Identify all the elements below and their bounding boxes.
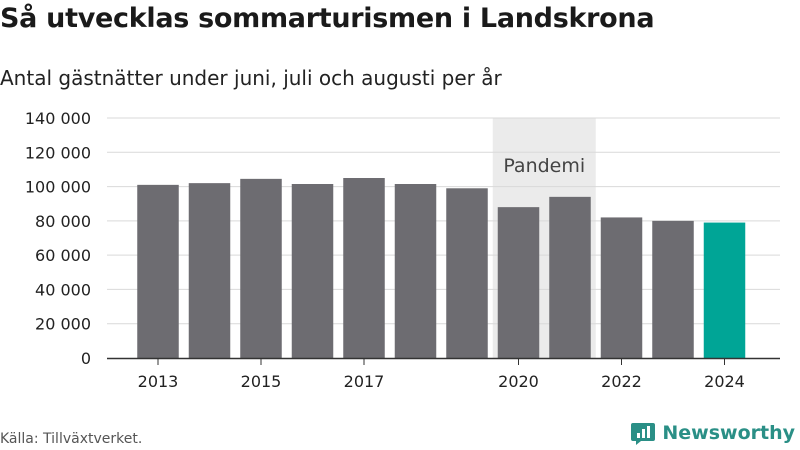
x-tick-label: 2015 xyxy=(241,372,282,391)
bar xyxy=(703,222,746,358)
pandemic-label: Pandemi xyxy=(503,155,585,177)
brand-logo: Newsworthy xyxy=(630,420,795,446)
y-tick-label: 20 000 xyxy=(35,315,91,334)
y-tick-label: 140 000 xyxy=(25,109,91,128)
x-tick-label: 2022 xyxy=(601,372,642,391)
brand-name: Newsworthy xyxy=(662,422,795,444)
source-note: Källa: Tillväxtverket. xyxy=(0,431,143,447)
bar xyxy=(446,188,488,358)
bar xyxy=(240,178,282,358)
bar xyxy=(188,183,231,358)
chart-subtitle: Antal gästnätter under juni, juli och au… xyxy=(0,66,502,90)
bar xyxy=(549,196,591,358)
y-tick-label: 40 000 xyxy=(35,280,91,299)
newsworthy-icon xyxy=(631,423,656,445)
y-tick-label: 60 000 xyxy=(35,246,91,265)
y-tick-label: 120 000 xyxy=(25,143,91,162)
x-tick-label: 2013 xyxy=(138,372,179,391)
bar xyxy=(652,220,694,358)
x-tick-label: 2017 xyxy=(344,372,385,391)
y-tick-label: 80 000 xyxy=(35,212,91,231)
bar xyxy=(394,184,437,358)
chart-title: Så utvecklas sommarturismen i Landskrona xyxy=(0,3,655,34)
y-tick-label: 100 000 xyxy=(25,178,91,197)
bar xyxy=(137,184,179,358)
x-tick-label: 2024 xyxy=(704,372,745,391)
bar xyxy=(497,207,540,358)
bar xyxy=(291,184,334,358)
bar xyxy=(600,217,643,358)
bar xyxy=(343,178,385,358)
y-tick-label: 0 xyxy=(81,349,91,368)
x-tick-label: 2020 xyxy=(498,372,539,391)
